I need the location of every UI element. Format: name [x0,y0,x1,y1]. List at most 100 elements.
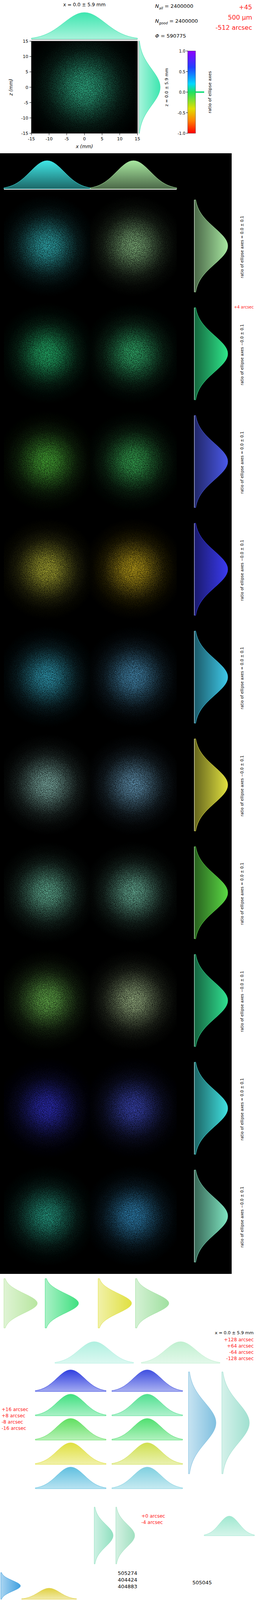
x-tick [31,133,32,136]
x-tick-label: 10 [117,136,123,142]
pair-profile [35,1420,107,1443]
beam-spot [3,1058,91,1162]
offset-label: +4 arcsec [234,305,254,310]
x-tick-label: -15 [27,136,35,142]
y-tick [29,133,32,134]
count: 404424 [117,1579,138,1586]
stat-value: = 2400000 [169,18,198,24]
figure: x = 0.0 ± 5.9 mm-15-10-5051015-15-10-505… [0,0,256,1600]
label: z = 0.0 ± 5.9 mm [164,67,170,107]
colorbar-tick [186,112,188,114]
cell [90,195,177,298]
pair-profile [111,1420,183,1443]
faint-profile [141,1344,220,1366]
cell [3,303,91,406]
side-profile [221,1374,250,1477]
vertical-profile [3,1280,38,1331]
beam-spot [90,195,177,298]
pair-profile [111,1445,183,1467]
cell [90,519,177,622]
stat-sub: good [159,21,169,26]
x-tick-label: 0 [83,136,86,142]
row-profile [194,200,228,293]
offset-label: -16 arcsec [1,1428,26,1434]
pair-profile [35,1396,107,1419]
x-tick-label: 15 [134,136,141,142]
colorbar-tick-label: 0.5 [179,69,186,75]
colorbar-tick-label: -1.0 [177,131,186,136]
main-panel: x = 0.0 ± 5.9 mm-15-10-5051015-15-10-505… [8,1,253,150]
x-tick-label: 5 [100,136,104,142]
small-profile [94,1509,114,1567]
stat-symbol: N [155,18,160,24]
stat-value: = 590775 [160,32,187,39]
cell [3,1058,91,1162]
cell [90,735,177,838]
stat: Ngood= 2400000 [155,18,198,26]
colorbar-tick [186,133,188,134]
frame [31,41,138,134]
offset-label: +16 arcsec [1,1409,29,1415]
cell [90,411,177,514]
pair-profile [111,1372,183,1394]
profile-baseline [194,308,195,401]
cell [3,1166,91,1270]
x-tick [49,133,50,136]
corner-profile [21,1590,77,1600]
row-profile [194,740,228,833]
beam-spot [3,303,91,406]
row-profile [194,1064,228,1157]
profile-baseline [194,524,195,617]
cell [90,950,177,1054]
stat-value: = 2400000 [164,3,194,10]
count: 505045 [192,1582,213,1589]
beam-spot [3,519,91,622]
colorbar-tick-label: 0.0 [179,90,186,95]
side-label: ratio of ellipse axes −0.0 ± 0.1 [239,972,245,1034]
cell [90,1166,177,1270]
beam-spot [90,842,177,946]
profile-baseline [194,200,195,293]
bottom-panels: x = 0.0 ± 5.9 mm+128 arcsec+64 arcsec-64… [0,1280,255,1600]
y-tick-label: -10 [21,115,29,121]
cell [3,195,91,298]
beam-spot [3,842,91,946]
y-tick-label: -15 [21,131,29,137]
side-label: ratio of ellipse axes −0.0 ± 0.1 [239,324,245,386]
offset-label: +64 arcsec [226,1345,254,1352]
vertical-profile [45,1280,79,1331]
offset-label: -4 arcsec [141,1522,163,1528]
profile-baseline [194,416,195,509]
y-tick [29,117,32,119]
stat: Φ= 590775 [155,32,187,39]
label: x = 0.0 ± 5.9 mm [63,1,106,8]
x-profile [31,12,138,40]
colorbar-tick-label: 1.0 [179,49,186,54]
offset-label: +8 arcsec [1,1415,26,1421]
x-tick [102,133,103,136]
side-label: ratio of ellipse axes = 0.0 ± 0.1 [239,1080,245,1143]
beam-spot [31,41,138,134]
beam-spot [90,950,177,1054]
cell [90,1058,177,1162]
annotation: 500 µm [228,13,253,22]
side-label: ratio of ellipse axes −0.0 ± 0.1 [239,756,245,818]
profile-baseline [3,189,91,191]
side-label: ratio of ellipse axes = 0.0 ± 0.1 [239,864,245,927]
count: 404883 [117,1586,138,1593]
x-tick [119,133,121,136]
row-profile [194,632,228,725]
offset-label: -8 arcsec [1,1421,24,1428]
beam-spot [3,950,91,1054]
side-label: ratio of ellipse axes = 0.0 ± 0.1 [239,432,245,495]
y-tick [29,41,32,42]
beam-spot [90,735,177,838]
beam-spot [90,411,177,514]
beam-spot [3,735,91,838]
z-profile [138,41,161,134]
beam-spot [90,1058,177,1162]
row-profile [194,524,228,617]
colorbar [187,51,196,134]
faint-profile [54,1344,134,1366]
cell [3,950,91,1054]
